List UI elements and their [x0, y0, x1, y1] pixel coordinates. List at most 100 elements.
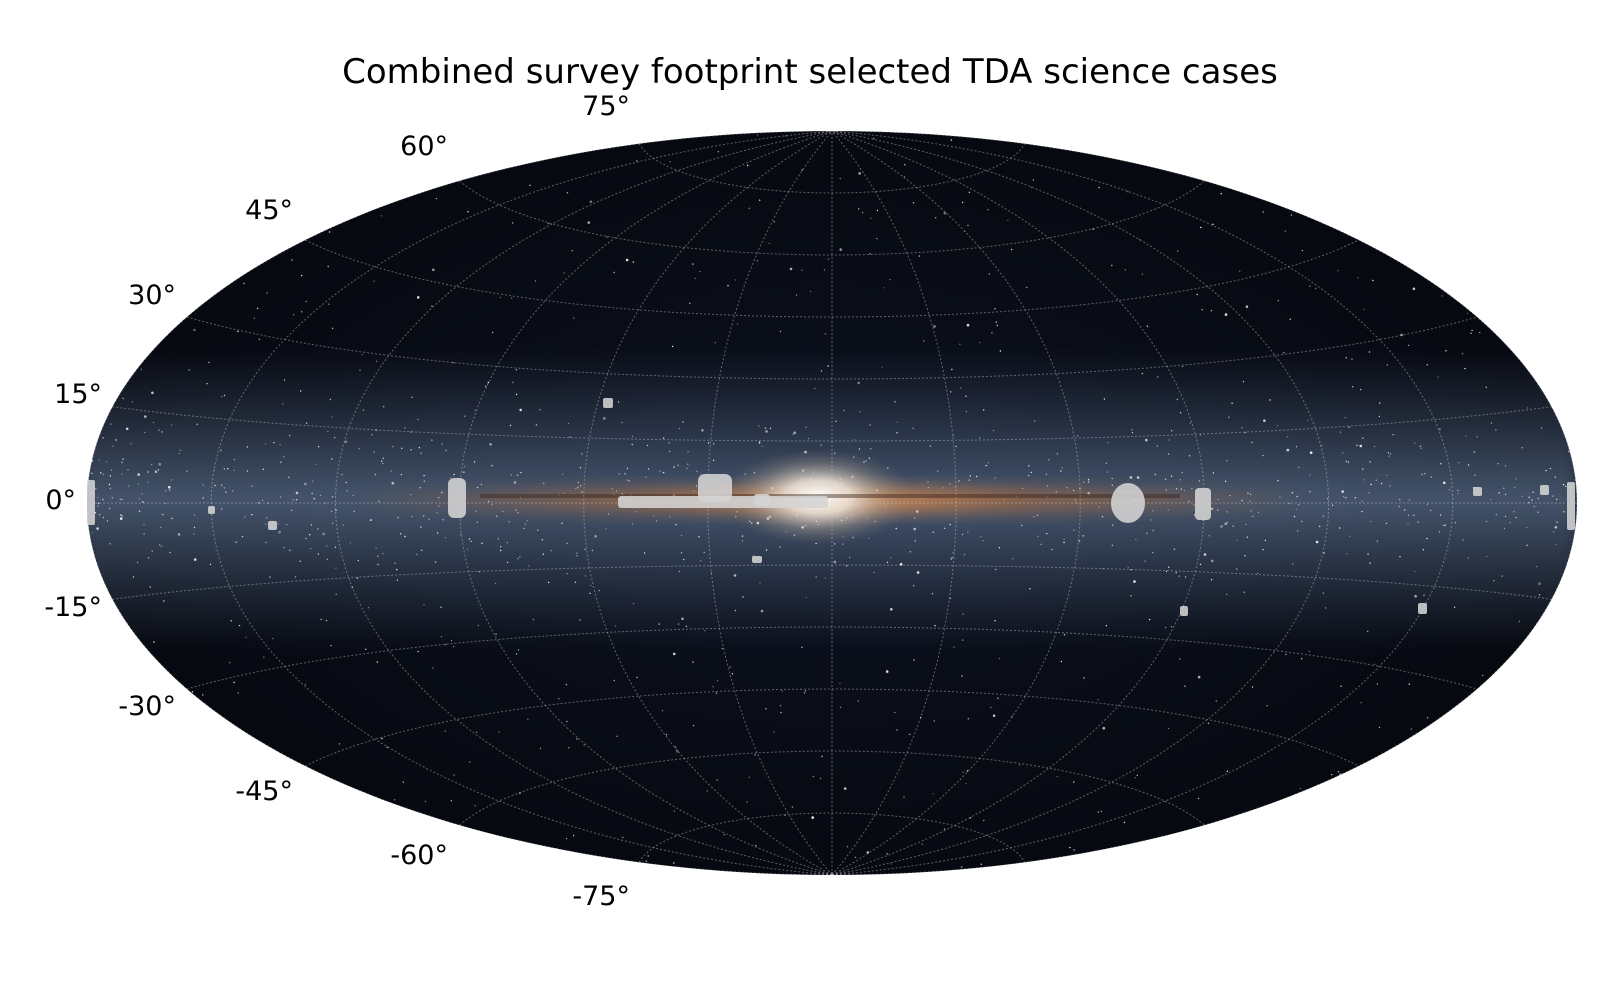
star [1141, 372, 1144, 375]
star [99, 373, 101, 375]
star [1269, 399, 1271, 401]
star [1127, 191, 1129, 193]
star [710, 572, 713, 574]
star [1168, 439, 1170, 441]
star [1363, 479, 1365, 481]
star [169, 169, 171, 171]
star [1276, 425, 1279, 427]
star [858, 208, 860, 210]
star [382, 553, 384, 555]
star [675, 523, 677, 526]
star [1368, 351, 1371, 353]
star [95, 488, 97, 490]
star [494, 582, 497, 585]
star [1111, 477, 1113, 480]
star [381, 737, 383, 740]
star [827, 258, 830, 260]
star [235, 541, 237, 543]
star [703, 551, 705, 554]
star [309, 548, 312, 550]
star [270, 229, 272, 232]
star [952, 551, 954, 554]
star [1579, 527, 1580, 528]
star [967, 718, 969, 720]
star [1486, 260, 1489, 262]
star [792, 433, 794, 436]
star [807, 437, 810, 440]
star [579, 619, 581, 621]
star [1453, 606, 1456, 608]
star [1370, 483, 1372, 486]
star [1178, 575, 1181, 577]
star [1131, 429, 1133, 431]
star [117, 259, 119, 261]
star [164, 203, 166, 206]
star [662, 471, 665, 474]
star [280, 461, 282, 463]
star [1197, 675, 1201, 679]
star [1348, 426, 1350, 428]
star [499, 296, 502, 299]
star [450, 800, 452, 802]
star [854, 856, 857, 858]
star [510, 474, 513, 476]
latitude-grid-line [112, 406, 1552, 442]
star [423, 480, 425, 482]
star [136, 561, 139, 564]
star [759, 199, 761, 201]
latitude-grid-line [304, 688, 1360, 767]
star [1309, 451, 1313, 455]
star [1388, 455, 1390, 457]
star [1504, 465, 1507, 467]
star [524, 523, 526, 525]
star [147, 471, 149, 473]
latitude-grid-line [459, 180, 1205, 256]
star [1174, 161, 1177, 163]
star [1352, 386, 1354, 388]
star [1307, 419, 1309, 421]
star [1421, 473, 1423, 475]
star [444, 537, 447, 539]
star [1495, 429, 1497, 431]
star [214, 856, 216, 858]
star [1264, 539, 1267, 542]
star [523, 527, 525, 530]
star [1314, 287, 1317, 290]
star [1212, 472, 1215, 474]
star [1562, 484, 1565, 486]
star [1475, 164, 1477, 166]
star [418, 447, 420, 449]
star [1087, 481, 1090, 483]
star [375, 360, 378, 362]
star [396, 579, 399, 581]
star [715, 692, 718, 694]
star [367, 607, 370, 609]
star [1290, 854, 1293, 857]
star [1360, 388, 1362, 391]
star [342, 859, 344, 861]
star [417, 418, 419, 421]
star [262, 468, 264, 470]
star [162, 135, 164, 137]
star [361, 792, 364, 794]
star [692, 263, 694, 265]
star [141, 493, 143, 495]
star [1473, 451, 1475, 453]
star [202, 497, 204, 499]
star [1386, 364, 1389, 366]
latitude-label-60: 60° [400, 131, 448, 162]
star [288, 476, 290, 478]
star [1226, 521, 1229, 523]
star [155, 816, 157, 818]
star [492, 331, 494, 334]
star [1295, 508, 1298, 511]
star [1201, 152, 1203, 154]
star [1170, 475, 1173, 477]
star [1111, 544, 1114, 546]
star [996, 324, 998, 327]
star [452, 361, 454, 364]
star [1470, 332, 1472, 334]
star [193, 533, 195, 535]
star [98, 459, 101, 461]
star [885, 670, 889, 673]
